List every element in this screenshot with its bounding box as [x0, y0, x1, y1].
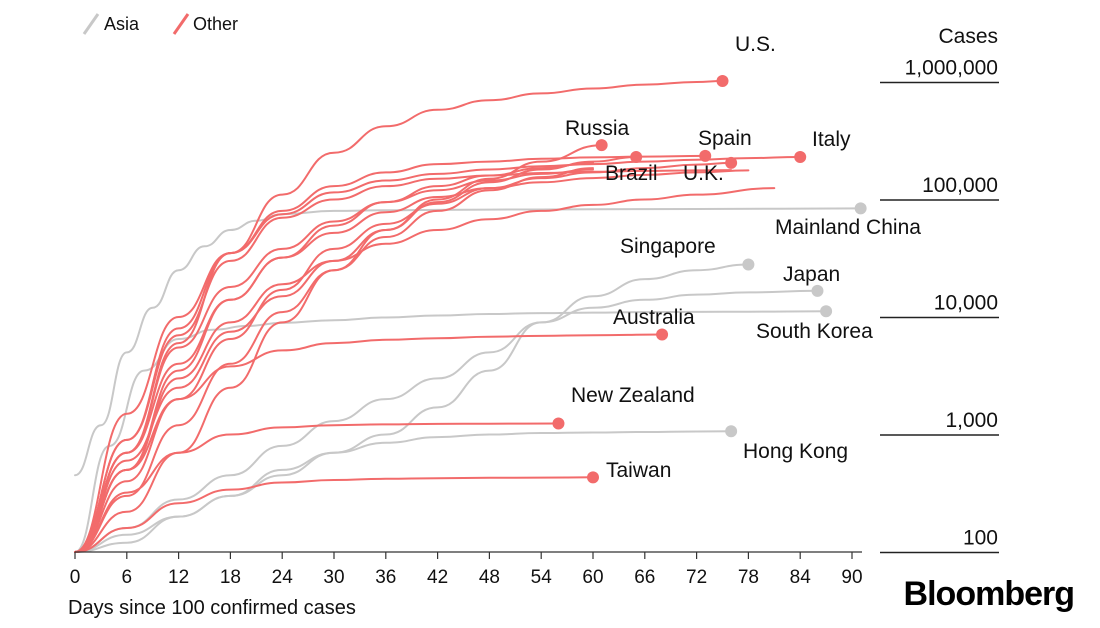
y-tick-label-1000: 1,000 [945, 409, 998, 432]
legend-label-asia: Asia [104, 14, 140, 34]
u-s-line [74, 80, 724, 553]
spain-label: Spain [698, 127, 752, 150]
mainland-china-label: Mainland China [775, 216, 921, 239]
x-tick-label-0: 0 [70, 567, 81, 588]
x-tick-label-24: 24 [272, 567, 294, 588]
x-tick-label-30: 30 [323, 567, 344, 588]
x-tick-label-54: 54 [531, 567, 553, 588]
taiwan-endpoint [587, 471, 599, 484]
legend-swatch-asia [82, 13, 100, 35]
south-korea-line [74, 310, 828, 553]
legend-label-other: Other [193, 14, 238, 34]
italy-line [74, 156, 802, 553]
asia-series-group [74, 202, 867, 553]
hong-kong-endpoint [725, 425, 738, 438]
new-zealand-line [74, 422, 560, 553]
legend: Asia Other [82, 13, 238, 35]
japan-label: Japan [783, 263, 840, 286]
y-axis-title: Cases [938, 25, 998, 48]
other-unlabeled-8-line [74, 187, 776, 553]
australia-endpoint [656, 328, 669, 341]
south-korea-label: South Korea [756, 320, 873, 343]
x-tick-label-48: 48 [479, 567, 500, 588]
y-axis: 100 1,000 10,000 100,000 1,000,000 [880, 57, 999, 554]
x-tick-label-66: 66 [634, 567, 655, 588]
u-s-label: U.S. [735, 33, 776, 56]
japan-endpoint [811, 284, 824, 297]
singapore-label: Singapore [620, 235, 716, 258]
y-tick-label-10000: 10,000 [934, 292, 998, 315]
u-k-endpoint [725, 156, 738, 169]
singapore-endpoint [742, 258, 755, 271]
new-zealand-label: New Zealand [571, 384, 695, 407]
australia-line [74, 333, 664, 553]
italy-label: Italy [812, 128, 851, 151]
russia-endpoint [595, 139, 608, 152]
other-series-group [74, 74, 807, 553]
x-axis-title: Days since 100 confirmed cases [68, 597, 356, 619]
japan-line [74, 289, 819, 553]
other-unlabeled-9-line [74, 161, 594, 553]
mainland-china-endpoint [854, 202, 867, 215]
x-tick-label-72: 72 [686, 567, 707, 588]
series-labels: Mainland China Singapore Japan South Korea H… [565, 33, 921, 482]
x-axis: 0 6 12 18 24 30 36 42 48 54 60 66 72 78 84 90 [70, 552, 863, 588]
brazil-line [74, 156, 638, 553]
y-tick-label-100: 100 [963, 527, 998, 550]
y-tick-label-1000000: 1,000,000 [905, 57, 998, 80]
y-tick-label-100000: 100,000 [922, 174, 998, 197]
u-k-label: U.K. [683, 162, 724, 185]
other-unlabeled-10-line [74, 167, 594, 553]
x-tick-label-36: 36 [375, 567, 396, 588]
x-tick-label-78: 78 [738, 567, 759, 588]
italy-endpoint [794, 150, 807, 163]
russia-line [74, 144, 603, 553]
x-tick-label-90: 90 [841, 567, 862, 588]
other-unlabeled-7-line [74, 169, 750, 553]
south-korea-endpoint [820, 305, 833, 318]
x-tick-label-42: 42 [427, 567, 448, 588]
u-s-endpoint [716, 74, 729, 87]
russia-label: Russia [565, 117, 630, 140]
legend-swatch-other [172, 13, 190, 35]
hong-kong-label: Hong Kong [743, 440, 848, 463]
taiwan-label: Taiwan [606, 459, 671, 482]
brazil-label: Brazil [605, 162, 658, 185]
taiwan-line [74, 476, 594, 553]
x-tick-label-12: 12 [168, 567, 189, 588]
x-tick-label-84: 84 [790, 567, 812, 588]
hong-kong-line [74, 430, 733, 553]
bloomberg-logo: Bloomberg [903, 575, 1075, 613]
new-zealand-endpoint [552, 417, 565, 430]
other-unlabeled-6-line [74, 169, 733, 553]
x-tick-label-6: 6 [122, 567, 133, 588]
other-unlabeled-11-line [74, 168, 594, 553]
australia-label: Australia [613, 306, 695, 329]
x-tick-label-60: 60 [582, 567, 603, 588]
u-k-line [74, 161, 733, 553]
x-tick-label-18: 18 [220, 567, 241, 588]
